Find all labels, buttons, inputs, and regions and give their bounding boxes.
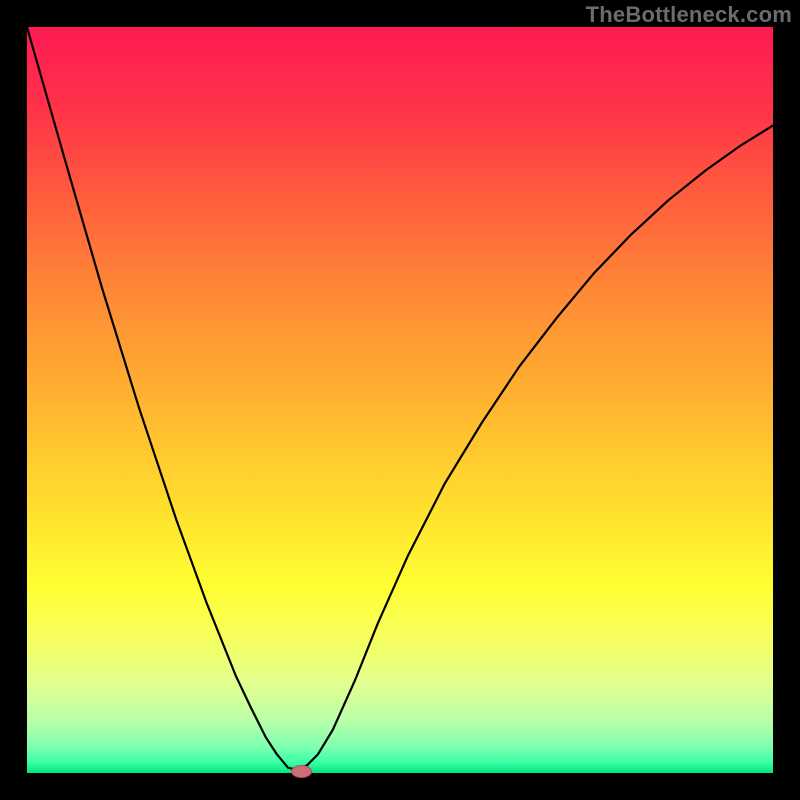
plot-background bbox=[27, 27, 773, 773]
watermark-text: TheBottleneck.com bbox=[586, 2, 792, 28]
bottleneck-chart bbox=[0, 0, 800, 800]
chart-stage: TheBottleneck.com bbox=[0, 0, 800, 800]
optimal-point-marker bbox=[292, 766, 312, 778]
